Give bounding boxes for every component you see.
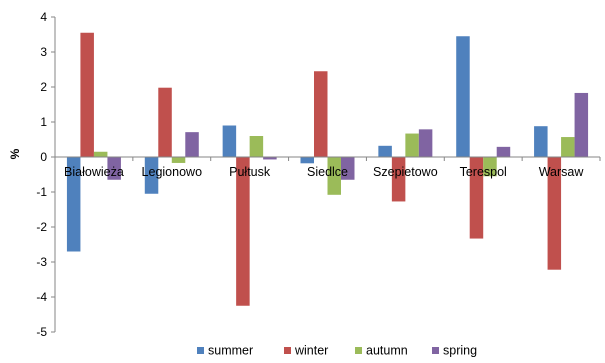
y-tick-label: 4 — [40, 10, 47, 24]
y-tick-label: -4 — [36, 290, 47, 304]
y-axis-title: % — [8, 148, 22, 159]
legend-swatch-autumn — [355, 347, 362, 354]
bar-autumn — [249, 136, 264, 157]
y-axis-ticks: -5 -4 -3 -2 -1 0 1 2 3 4 — [36, 10, 601, 339]
bar-spring — [496, 146, 511, 157]
bar-winter — [469, 157, 484, 239]
category-label: Warsaw — [539, 165, 585, 179]
bar-summer — [144, 157, 159, 194]
legend-label-autumn: autumn — [366, 344, 408, 358]
category-label: Szepietowo — [373, 165, 438, 179]
bar-winter — [236, 157, 250, 306]
bar-summer — [300, 157, 314, 164]
bar-spring — [418, 129, 433, 157]
bar-summer — [456, 36, 470, 157]
category-label: Terespol — [460, 165, 507, 179]
y-tick-label: -3 — [36, 255, 47, 269]
bar-winter — [158, 87, 172, 157]
y-tick-label: 0 — [40, 150, 47, 164]
category-label: Białowieża — [64, 165, 124, 179]
bar-spring — [107, 157, 121, 180]
y-tick-label: -2 — [36, 220, 47, 234]
bar-autumn — [171, 157, 186, 163]
bar-winter — [80, 32, 94, 157]
y-tick-label: -1 — [36, 185, 47, 199]
bar-winter — [391, 157, 406, 202]
category-label: Legionowo — [142, 165, 203, 179]
bar-autumn — [405, 133, 419, 157]
bar-spring — [185, 132, 199, 157]
y-tick-label: 1 — [40, 115, 47, 129]
bar-summer — [534, 126, 548, 157]
bar-autumn — [483, 157, 497, 177]
category-label: Pułtusk — [229, 165, 271, 179]
bar-summer — [378, 145, 392, 157]
bar-summer — [222, 125, 237, 157]
legend: summer winter autumn spring — [197, 344, 477, 358]
bar-winter — [547, 157, 562, 270]
bar-spring — [341, 157, 355, 180]
legend-swatch-winter — [284, 347, 291, 354]
y-tick-label: 2 — [40, 80, 47, 94]
legend-label-summer: summer — [208, 344, 253, 358]
category-labels: Białowieża Legionowo Pułtusk Siedlce Szepiet… — [64, 165, 584, 179]
bar-summer — [66, 157, 81, 252]
legend-label-winter: winter — [294, 344, 328, 358]
legend-swatch-spring — [432, 347, 439, 354]
y-tick-label: -5 — [36, 325, 47, 339]
y-tick-label: 3 — [40, 45, 47, 59]
bar-spring — [263, 157, 277, 160]
bar-spring — [574, 92, 589, 157]
legend-swatch-summer — [197, 347, 204, 354]
bars — [66, 32, 589, 306]
bar-autumn — [327, 157, 341, 195]
bar-autumn — [561, 137, 575, 157]
category-label: Siedlce — [307, 165, 348, 179]
bar-autumn — [93, 151, 108, 157]
legend-label-spring: spring — [443, 344, 477, 358]
bar-winter — [314, 71, 328, 157]
